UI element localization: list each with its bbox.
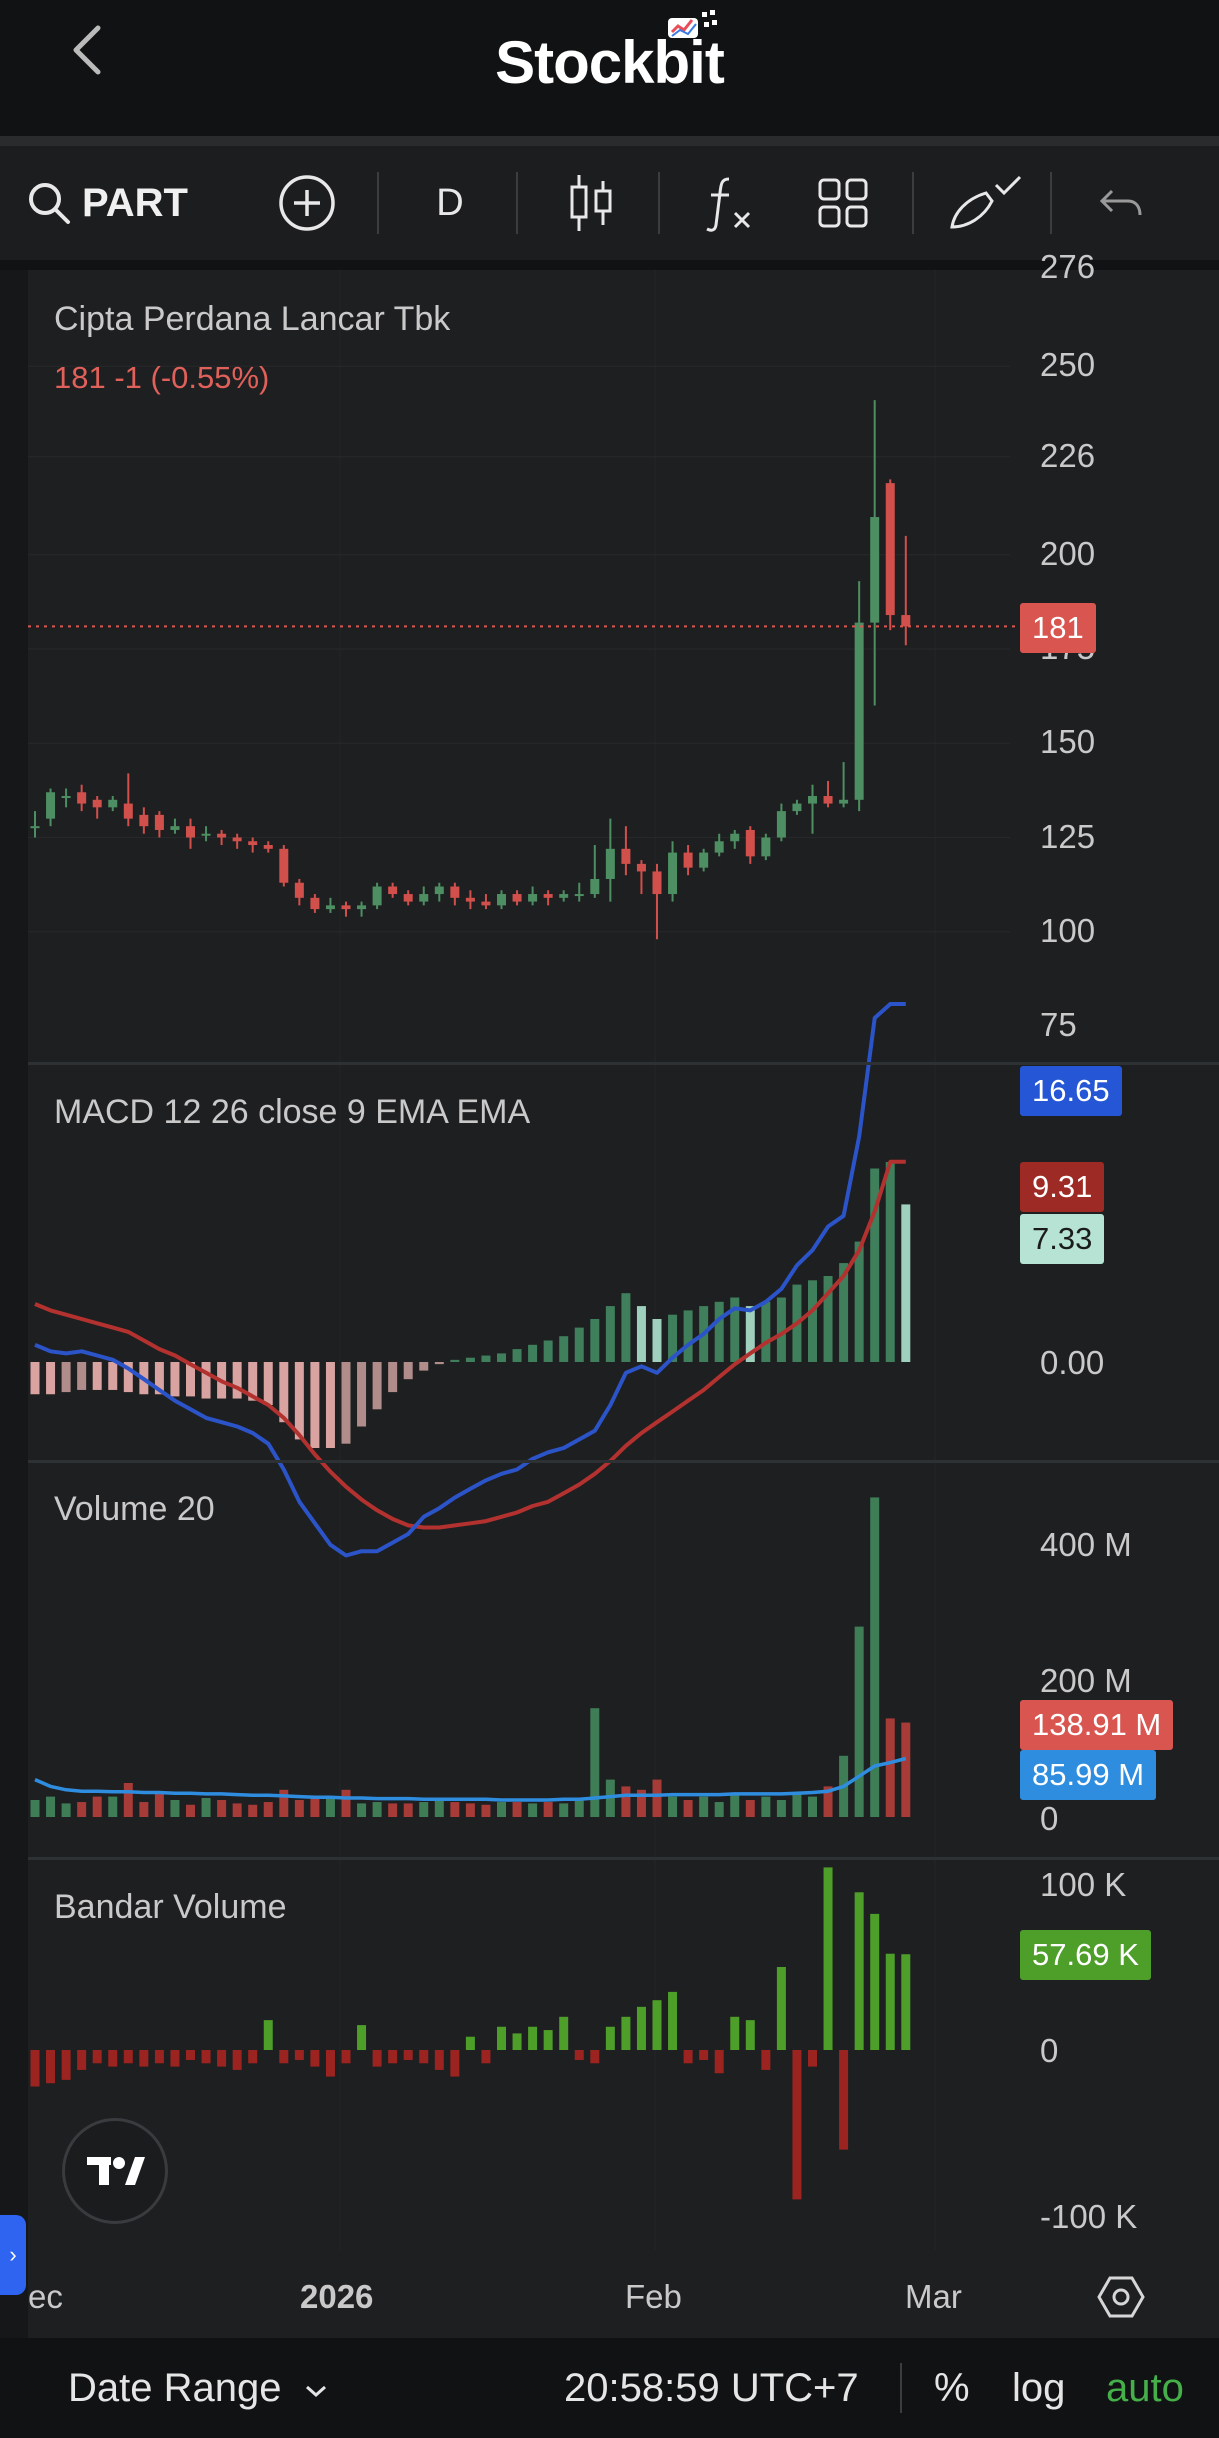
compare-add-button[interactable]	[272, 146, 342, 260]
x-axis-label: ec	[28, 2278, 63, 2315]
bottom-bar: Date Range 20:58:59 UTC+7 % log auto	[0, 2338, 1219, 2438]
pane-divider[interactable]	[28, 1857, 1219, 1860]
price-axis-label: 250	[1040, 346, 1096, 384]
volume-axis-label: 400 M	[1040, 1526, 1132, 1563]
bottom-divider	[900, 2363, 902, 2413]
candles-icon	[570, 175, 612, 231]
toolbar-divider	[658, 172, 660, 234]
macd-axis-zero: 0.00	[1040, 1344, 1105, 1381]
signal-value-badge: 9.31	[1020, 1162, 1105, 1212]
pane-divider[interactable]	[28, 1062, 1219, 1065]
layout-icon	[818, 178, 868, 228]
bandar-axis-label: 100 K	[1040, 1866, 1127, 1903]
x-axis-label: Feb	[625, 2278, 682, 2315]
symbol-search-button[interactable]: PART	[26, 146, 206, 260]
chevron-down-icon	[305, 2385, 326, 2398]
bandar-axis-label: 0	[1040, 2032, 1059, 2069]
side-panel-handle[interactable]: ›	[0, 2215, 26, 2295]
layout-button[interactable]	[808, 146, 878, 260]
price-axis-label: 226	[1040, 436, 1096, 474]
indicators-button[interactable]	[694, 146, 764, 260]
price-axis-label: 75	[1040, 1006, 1077, 1043]
header-separator	[0, 136, 1219, 146]
top-bar: Stockbit	[0, 0, 1219, 136]
macd-value-badge: 16.65	[1020, 1066, 1122, 1116]
symbol-label: PART	[82, 180, 188, 225]
last-price-badge: 181	[1020, 603, 1096, 653]
price-axis-label: 276	[1040, 248, 1096, 286]
pane-divider[interactable]	[28, 1460, 1219, 1463]
volume-axis-label: 0	[1040, 1800, 1059, 1837]
toolbar-divider	[1050, 172, 1052, 234]
indicator-icon	[706, 177, 751, 232]
search-icon	[29, 183, 70, 224]
toolbar-divider	[516, 172, 518, 234]
chart-type-button[interactable]	[556, 146, 626, 260]
bandar-axis-label: -100 K	[1040, 2198, 1138, 2235]
date-range-button[interactable]: Date Range	[68, 2338, 331, 2438]
chart-settings-icon[interactable]	[1096, 2272, 1146, 2322]
price-axis-label: 100	[1040, 911, 1096, 949]
price-change: 181 -1 (-0.55%)	[54, 360, 270, 395]
undo-button[interactable]	[1086, 146, 1156, 260]
volume-axis-label: 200 M	[1040, 1662, 1132, 1699]
toolbar-divider	[377, 172, 379, 234]
price-axis-label: 150	[1040, 723, 1096, 761]
auto-toggle[interactable]: auto	[1106, 2366, 1184, 2410]
clock-time: 20:58:59 UTC+7	[564, 2366, 859, 2410]
logo-chart-mark-icon	[668, 10, 717, 38]
interval-button[interactable]: D	[436, 181, 464, 224]
macd-title: MACD 12 26 close 9 EMA EMA	[54, 1093, 531, 1131]
tradingview-icon	[87, 2157, 145, 2185]
price-axis-label: 125	[1040, 817, 1096, 855]
undo-icon	[1099, 189, 1142, 216]
chart-toolbar: PART D	[0, 146, 1219, 260]
x-axis-label: 2026	[300, 2278, 374, 2315]
histogram-value-badge: 7.33	[1020, 1214, 1105, 1264]
drawing-icon	[950, 175, 1022, 229]
add-icon	[279, 175, 335, 231]
stock-name: Cipta Perdana Lancar Tbk	[54, 300, 451, 338]
volume-ma-badge: 85.99 M	[1020, 1750, 1157, 1800]
left-edge-strip	[0, 270, 28, 2338]
chart-canvas[interactable]	[0, 270, 1219, 2338]
price-axis-label: 200	[1040, 534, 1096, 572]
toolbar-divider	[912, 172, 914, 234]
drawing-tools-button[interactable]	[944, 146, 1028, 260]
tradingview-logo[interactable]	[62, 2118, 168, 2224]
date-range-label: Date Range	[68, 2366, 282, 2410]
log-toggle[interactable]: log	[1012, 2366, 1066, 2410]
volume-title: Volume 20	[54, 1490, 215, 1528]
back-arrow-icon[interactable]	[62, 20, 110, 80]
x-axis-label: Mar	[905, 2278, 962, 2315]
app-logo: Stockbit	[495, 29, 725, 96]
bandar-title: Bandar Volume	[54, 1888, 287, 1926]
volume-value-badge: 138.91 M	[1020, 1700, 1174, 1750]
bandar-value-badge: 57.69 K	[1020, 1930, 1151, 1980]
percent-toggle[interactable]: %	[934, 2366, 970, 2410]
